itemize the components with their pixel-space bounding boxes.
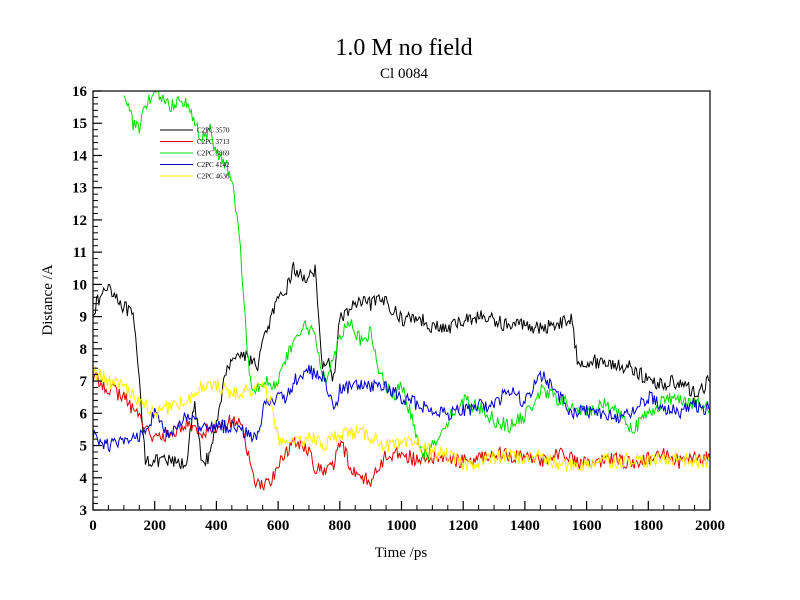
series-layer	[93, 91, 710, 492]
x-tick-label: 0	[89, 518, 97, 534]
chart-subtitle: Cl 0084	[380, 66, 428, 82]
y-tick-label: 12	[72, 213, 87, 229]
series-line-c2pc-4636	[93, 365, 710, 472]
x-tick-label: 600	[267, 518, 290, 534]
x-tick-label: 1200	[448, 518, 478, 534]
y-tick-label: 5	[80, 439, 88, 455]
y-tick-label: 10	[72, 277, 87, 293]
legend-label: C2PC 3869	[197, 150, 230, 158]
legend-label: C2PC 3713	[197, 138, 230, 146]
x-tick-label: 1600	[572, 518, 602, 534]
legend-label: C2PC 3570	[197, 127, 230, 135]
series-line-c2pc-3713	[93, 372, 710, 492]
y-tick-label: 3	[80, 503, 88, 519]
x-axis: 0 200 400 600 800 1000 1200 1400 1600 1800 2000	[89, 501, 725, 534]
series-line-c2pc-4142	[93, 364, 710, 453]
x-tick-label: 1400	[510, 518, 540, 534]
x-tick-label: 2000	[695, 518, 725, 534]
legend: C2PC 3570 C2PC 3713 C2PC 3869 C2PC 4142 C2PC…	[160, 127, 230, 181]
x-tick-label: 400	[205, 518, 228, 534]
y-tick-label: 9	[80, 310, 88, 326]
x-tick-label: 200	[143, 518, 166, 534]
y-tick-label: 14	[72, 148, 88, 164]
legend-label: C2PC 4636	[197, 173, 230, 181]
legend-label: C2PC 4142	[197, 161, 230, 169]
y-tick-label: 16	[72, 84, 88, 100]
series-line-c2pc-3869	[123, 91, 710, 461]
x-tick-label: 1800	[633, 518, 663, 534]
y-tick-label: 4	[80, 471, 88, 487]
chart-title: 1.0 M no field	[335, 35, 472, 61]
y-tick-label: 6	[80, 406, 88, 422]
x-tick-label: 1000	[387, 518, 417, 534]
y-tick-label: 11	[73, 245, 87, 261]
y-tick-label: 8	[80, 342, 88, 358]
y-axis: 3 4 5 6 7 8 9 10 11 12 13 14 15 16	[72, 84, 102, 519]
series-line-c2pc-3570	[93, 261, 710, 470]
x-axis-label: Time /ps	[375, 545, 428, 561]
y-axis-label: Distance /A	[40, 264, 56, 335]
y-tick-label: 7	[80, 374, 88, 390]
plot-frame	[92, 90, 711, 511]
x-tick-label: 800	[329, 518, 352, 534]
y-tick-label: 15	[72, 116, 87, 132]
y-tick-label: 13	[72, 181, 87, 197]
